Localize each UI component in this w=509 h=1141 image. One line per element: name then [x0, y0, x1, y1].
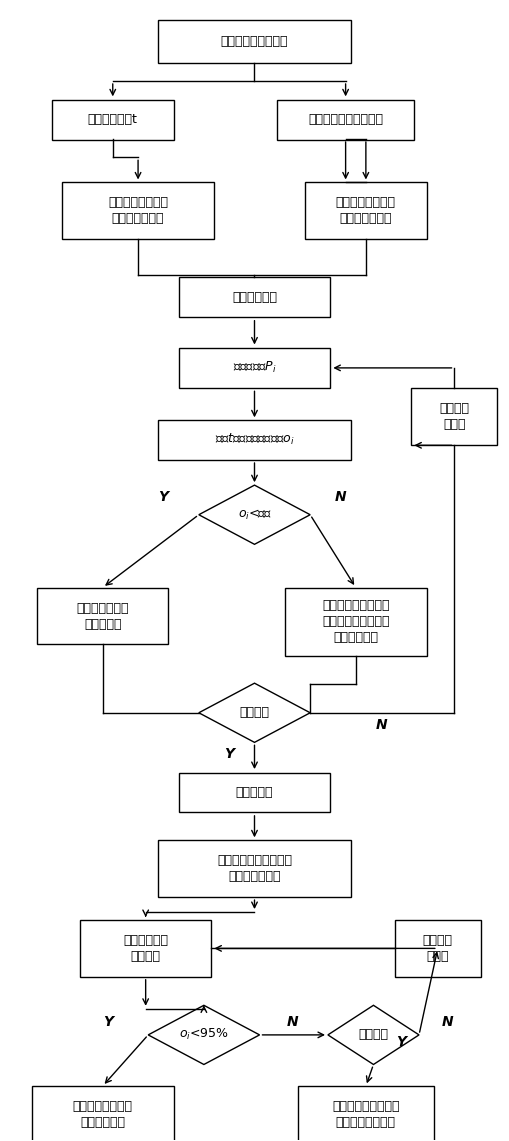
Text: 推荐用户接受此
停车场预约: 推荐用户接受此 停车场预约 — [76, 601, 129, 631]
Text: 提示用户达到时有无
空余泊位风险，是否
接受此预约？: 提示用户达到时有无 空余泊位风险，是否 接受此预约？ — [322, 599, 389, 645]
Text: 用户授权: 用户授权 — [358, 1028, 388, 1042]
Text: $o_i$<95%: $o_i$<95% — [179, 1027, 229, 1043]
Text: N: N — [375, 719, 387, 733]
Text: Y: Y — [396, 1035, 406, 1049]
FancyBboxPatch shape — [62, 183, 214, 240]
Text: N: N — [442, 1015, 454, 1029]
Text: N: N — [287, 1015, 298, 1029]
FancyBboxPatch shape — [179, 348, 330, 388]
Text: 选择次优
停车场: 选择次优 停车场 — [423, 933, 453, 963]
FancyBboxPatch shape — [285, 588, 427, 656]
Text: 选择停车场$P_i$: 选择停车场$P_i$ — [233, 361, 276, 375]
Text: Y: Y — [103, 1015, 113, 1029]
Text: 行驶途中监控初步预约
停车场泊位变化: 行驶途中监控初步预约 停车场泊位变化 — [217, 855, 292, 883]
FancyBboxPatch shape — [411, 388, 497, 445]
Text: 搜索目的地附近停车场: 搜索目的地附近停车场 — [308, 113, 383, 127]
Text: 各停车场的停车费
用、步行距离等: 各停车场的停车费 用、步行距离等 — [336, 196, 396, 225]
Text: 拟预约完成: 拟预约完成 — [236, 786, 273, 799]
Text: $o_i$<阈值: $o_i$<阈值 — [238, 508, 271, 521]
Text: 停车场自动为用户保
留泊位，计费开始: 停车场自动为用户保 留泊位，计费开始 — [332, 1100, 400, 1130]
FancyBboxPatch shape — [305, 183, 427, 240]
FancyBboxPatch shape — [158, 840, 351, 897]
FancyBboxPatch shape — [80, 920, 211, 977]
FancyBboxPatch shape — [158, 420, 351, 460]
Text: 计算$t$时刻后泊位占有率$o_i$: 计算$t$时刻后泊位占有率$o_i$ — [215, 432, 294, 447]
FancyBboxPatch shape — [37, 588, 168, 645]
Polygon shape — [328, 1005, 419, 1065]
FancyBboxPatch shape — [277, 100, 414, 139]
Polygon shape — [199, 683, 310, 743]
FancyBboxPatch shape — [179, 277, 330, 317]
FancyBboxPatch shape — [394, 920, 481, 977]
Polygon shape — [199, 485, 310, 544]
FancyBboxPatch shape — [298, 1086, 434, 1141]
Text: 预测预计到达时刻
各停车场泊位数: 预测预计到达时刻 各停车场泊位数 — [108, 196, 168, 225]
Text: 同意预约: 同意预约 — [240, 706, 269, 719]
Text: 选择次优
停车场: 选择次优 停车场 — [439, 403, 469, 431]
Text: 预计行程时间t: 预计行程时间t — [88, 113, 138, 127]
Text: Y: Y — [224, 747, 234, 761]
Text: 对拟预约停车
场再预测: 对拟预约停车 场再预测 — [123, 933, 168, 963]
Text: 停车选择模型: 停车选择模型 — [232, 291, 277, 304]
FancyBboxPatch shape — [32, 1086, 174, 1141]
FancyBboxPatch shape — [52, 100, 174, 139]
FancyBboxPatch shape — [158, 19, 351, 63]
Polygon shape — [148, 1005, 260, 1065]
Text: 确认预约，无需停
车场保留泊位: 确认预约，无需停 车场保留泊位 — [73, 1100, 133, 1130]
Text: 用户发出目的地请求: 用户发出目的地请求 — [221, 34, 288, 48]
Text: Y: Y — [158, 491, 168, 504]
FancyBboxPatch shape — [179, 772, 330, 812]
Text: N: N — [335, 491, 346, 504]
